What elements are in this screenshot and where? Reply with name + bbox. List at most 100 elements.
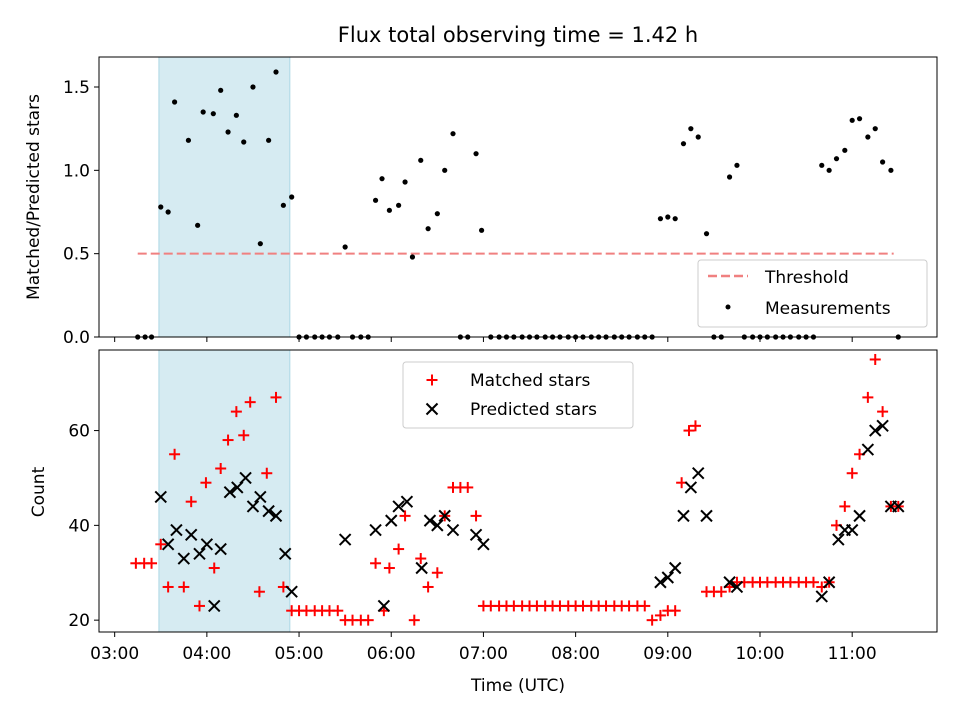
predicted-star-marker xyxy=(193,547,206,561)
matched-star-marker xyxy=(639,600,651,612)
matched-star-marker xyxy=(470,510,482,522)
matched-star-marker xyxy=(332,605,344,617)
measurement-point xyxy=(703,231,710,237)
measurement-point xyxy=(171,99,178,105)
measurement-point xyxy=(826,167,832,173)
measurement-point xyxy=(865,134,871,140)
bottom-span-rect xyxy=(158,349,291,633)
matched-star-marker xyxy=(654,609,666,621)
matched-star-marker xyxy=(215,462,227,474)
matched-star-marker xyxy=(362,614,374,626)
legend-plus-glyph xyxy=(426,374,438,386)
predicted-star-marker xyxy=(692,467,705,480)
top-plot-frame xyxy=(98,56,938,338)
measurement-point xyxy=(409,254,416,260)
predicted-star-marker xyxy=(446,523,460,537)
predicted-star-marker xyxy=(723,576,736,589)
matched-star-marker xyxy=(193,600,205,612)
measurement-point xyxy=(218,87,224,93)
x-axis-label: Time (UTC) xyxy=(470,676,565,696)
measurement-point xyxy=(856,116,863,122)
matched-star-marker xyxy=(208,562,220,574)
measurement-point xyxy=(688,126,694,132)
predicted-star-marker xyxy=(415,561,428,575)
bottom-y-tick-label: 40 xyxy=(68,516,90,536)
measurement-point xyxy=(257,241,263,247)
bottom-shaded-span xyxy=(158,349,291,633)
matched-star-marker xyxy=(178,581,190,593)
predicted-star-marker xyxy=(338,533,352,546)
bottom-x-tick-label: 03:00 xyxy=(90,644,139,664)
legend-matched-marker xyxy=(426,374,438,386)
matched-star-marker xyxy=(393,543,405,555)
measurement-point xyxy=(289,194,295,200)
predicted-star-marker xyxy=(214,542,227,556)
bottom-x-tick-label: 10:00 xyxy=(735,644,784,664)
bottom-x-tick-label: 06:00 xyxy=(367,644,416,664)
matched-star-marker xyxy=(146,557,158,569)
predicted-star-marker xyxy=(869,424,882,437)
legend-measurement-dot xyxy=(725,304,731,310)
predicted-star-marker xyxy=(200,538,214,551)
measurement-point xyxy=(478,227,485,233)
measurement-point xyxy=(695,134,701,140)
matched-star-marker xyxy=(383,562,395,574)
top-x-ticks xyxy=(114,337,853,342)
predicted-star-marker xyxy=(279,547,292,561)
measurement-point xyxy=(233,112,239,118)
top-y-tick-label: 1.5 xyxy=(63,78,90,98)
predicted-star-marker xyxy=(677,509,690,523)
predicted-star-marker xyxy=(845,523,859,537)
top-span-rect xyxy=(158,56,291,338)
predicted-star-marker xyxy=(822,576,836,589)
predicted-star-marker xyxy=(661,571,675,584)
matched-star-marker xyxy=(807,576,819,588)
ratio-panel: 0.0 0.5 1.0 1.5 Matched/Predicted stars Thr… xyxy=(24,56,938,348)
predicted-star-marker xyxy=(239,471,252,485)
measurement-point xyxy=(734,162,740,168)
matched-star-marker xyxy=(689,420,701,432)
predicted-star-marker xyxy=(892,500,905,513)
bottom-y-tick-label: 60 xyxy=(68,422,90,442)
measurement-point xyxy=(665,214,671,220)
measurement-point xyxy=(402,179,408,185)
top-ylabel: Matched/Predicted stars xyxy=(24,94,44,300)
predicted-star-marker xyxy=(208,599,221,613)
matched-star-marker xyxy=(230,406,242,418)
legend-cross-glyph xyxy=(425,402,439,416)
matched-star-marker xyxy=(253,586,265,598)
measurement-point xyxy=(442,167,448,173)
bottom-legend-box xyxy=(402,361,634,429)
measurement-point xyxy=(250,84,256,90)
matched-star-marker xyxy=(669,605,681,617)
measurement-point xyxy=(672,216,678,222)
measurement-point xyxy=(849,117,855,123)
matched-star-marker xyxy=(222,434,234,446)
count-points xyxy=(130,353,905,626)
matched-star-marker xyxy=(244,396,256,408)
top-legend-box xyxy=(697,259,928,328)
measurement-point xyxy=(273,69,279,75)
predicted-star-marker xyxy=(876,419,889,433)
measurement-point xyxy=(888,167,894,173)
predicted-star-marker xyxy=(170,523,183,537)
top-y-axis: 0.0 0.5 1.0 1.5 xyxy=(63,78,99,348)
matched-star-marker xyxy=(169,448,181,460)
legend-predicted-marker xyxy=(425,402,439,416)
matched-star-marker xyxy=(422,581,434,593)
bottom-legend: Matched stars Predicted stars xyxy=(402,361,634,429)
predicted-star-marker xyxy=(700,509,713,523)
measurement-point xyxy=(880,159,886,165)
matched-star-marker xyxy=(869,353,881,365)
predicted-star-marker xyxy=(285,585,298,598)
measurement-point xyxy=(680,141,687,147)
measurement-point xyxy=(342,244,348,250)
top-legend: Threshold Measurements xyxy=(697,259,928,328)
matched-star-marker xyxy=(261,467,273,479)
matched-star-marker xyxy=(415,553,427,565)
predicted-star-marker xyxy=(423,514,437,527)
bottom-x-tick-label: 09:00 xyxy=(643,644,692,664)
bottom-y-tick-label: 20 xyxy=(68,611,90,631)
matched-star-marker xyxy=(839,500,851,512)
measurement-point xyxy=(372,197,379,203)
